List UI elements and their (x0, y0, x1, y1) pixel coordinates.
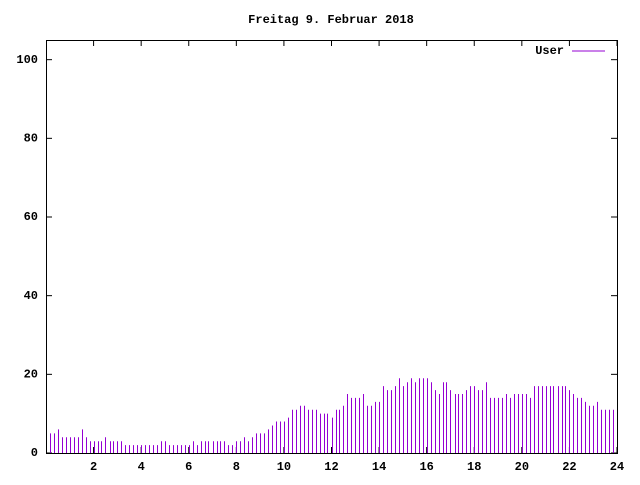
chart-title: Freitag 9. Februar 2018 (248, 13, 414, 27)
x-tick-label: 8 (233, 460, 240, 474)
x-tick-label: 4 (138, 460, 145, 474)
y-tick-label: 40 (24, 289, 38, 303)
y-tick-label: 20 (24, 368, 38, 382)
x-tick-label: 22 (562, 460, 576, 474)
x-tick-label: 16 (419, 460, 433, 474)
x-tick-label: 18 (467, 460, 481, 474)
y-tick-label: 80 (24, 132, 38, 146)
legend-label: User (535, 44, 564, 58)
y-tick-label: 0 (31, 446, 38, 460)
x-tick-label: 14 (372, 460, 386, 474)
y-tick-label: 100 (16, 53, 38, 67)
plot-frame (46, 40, 618, 454)
x-tick-label: 2 (90, 460, 97, 474)
x-tick-label: 10 (277, 460, 291, 474)
x-tick-label: 24 (610, 460, 624, 474)
x-tick-label: 12 (324, 460, 338, 474)
x-tick-label: 20 (515, 460, 529, 474)
y-tick-label: 60 (24, 210, 38, 224)
x-tick-label: 6 (185, 460, 192, 474)
